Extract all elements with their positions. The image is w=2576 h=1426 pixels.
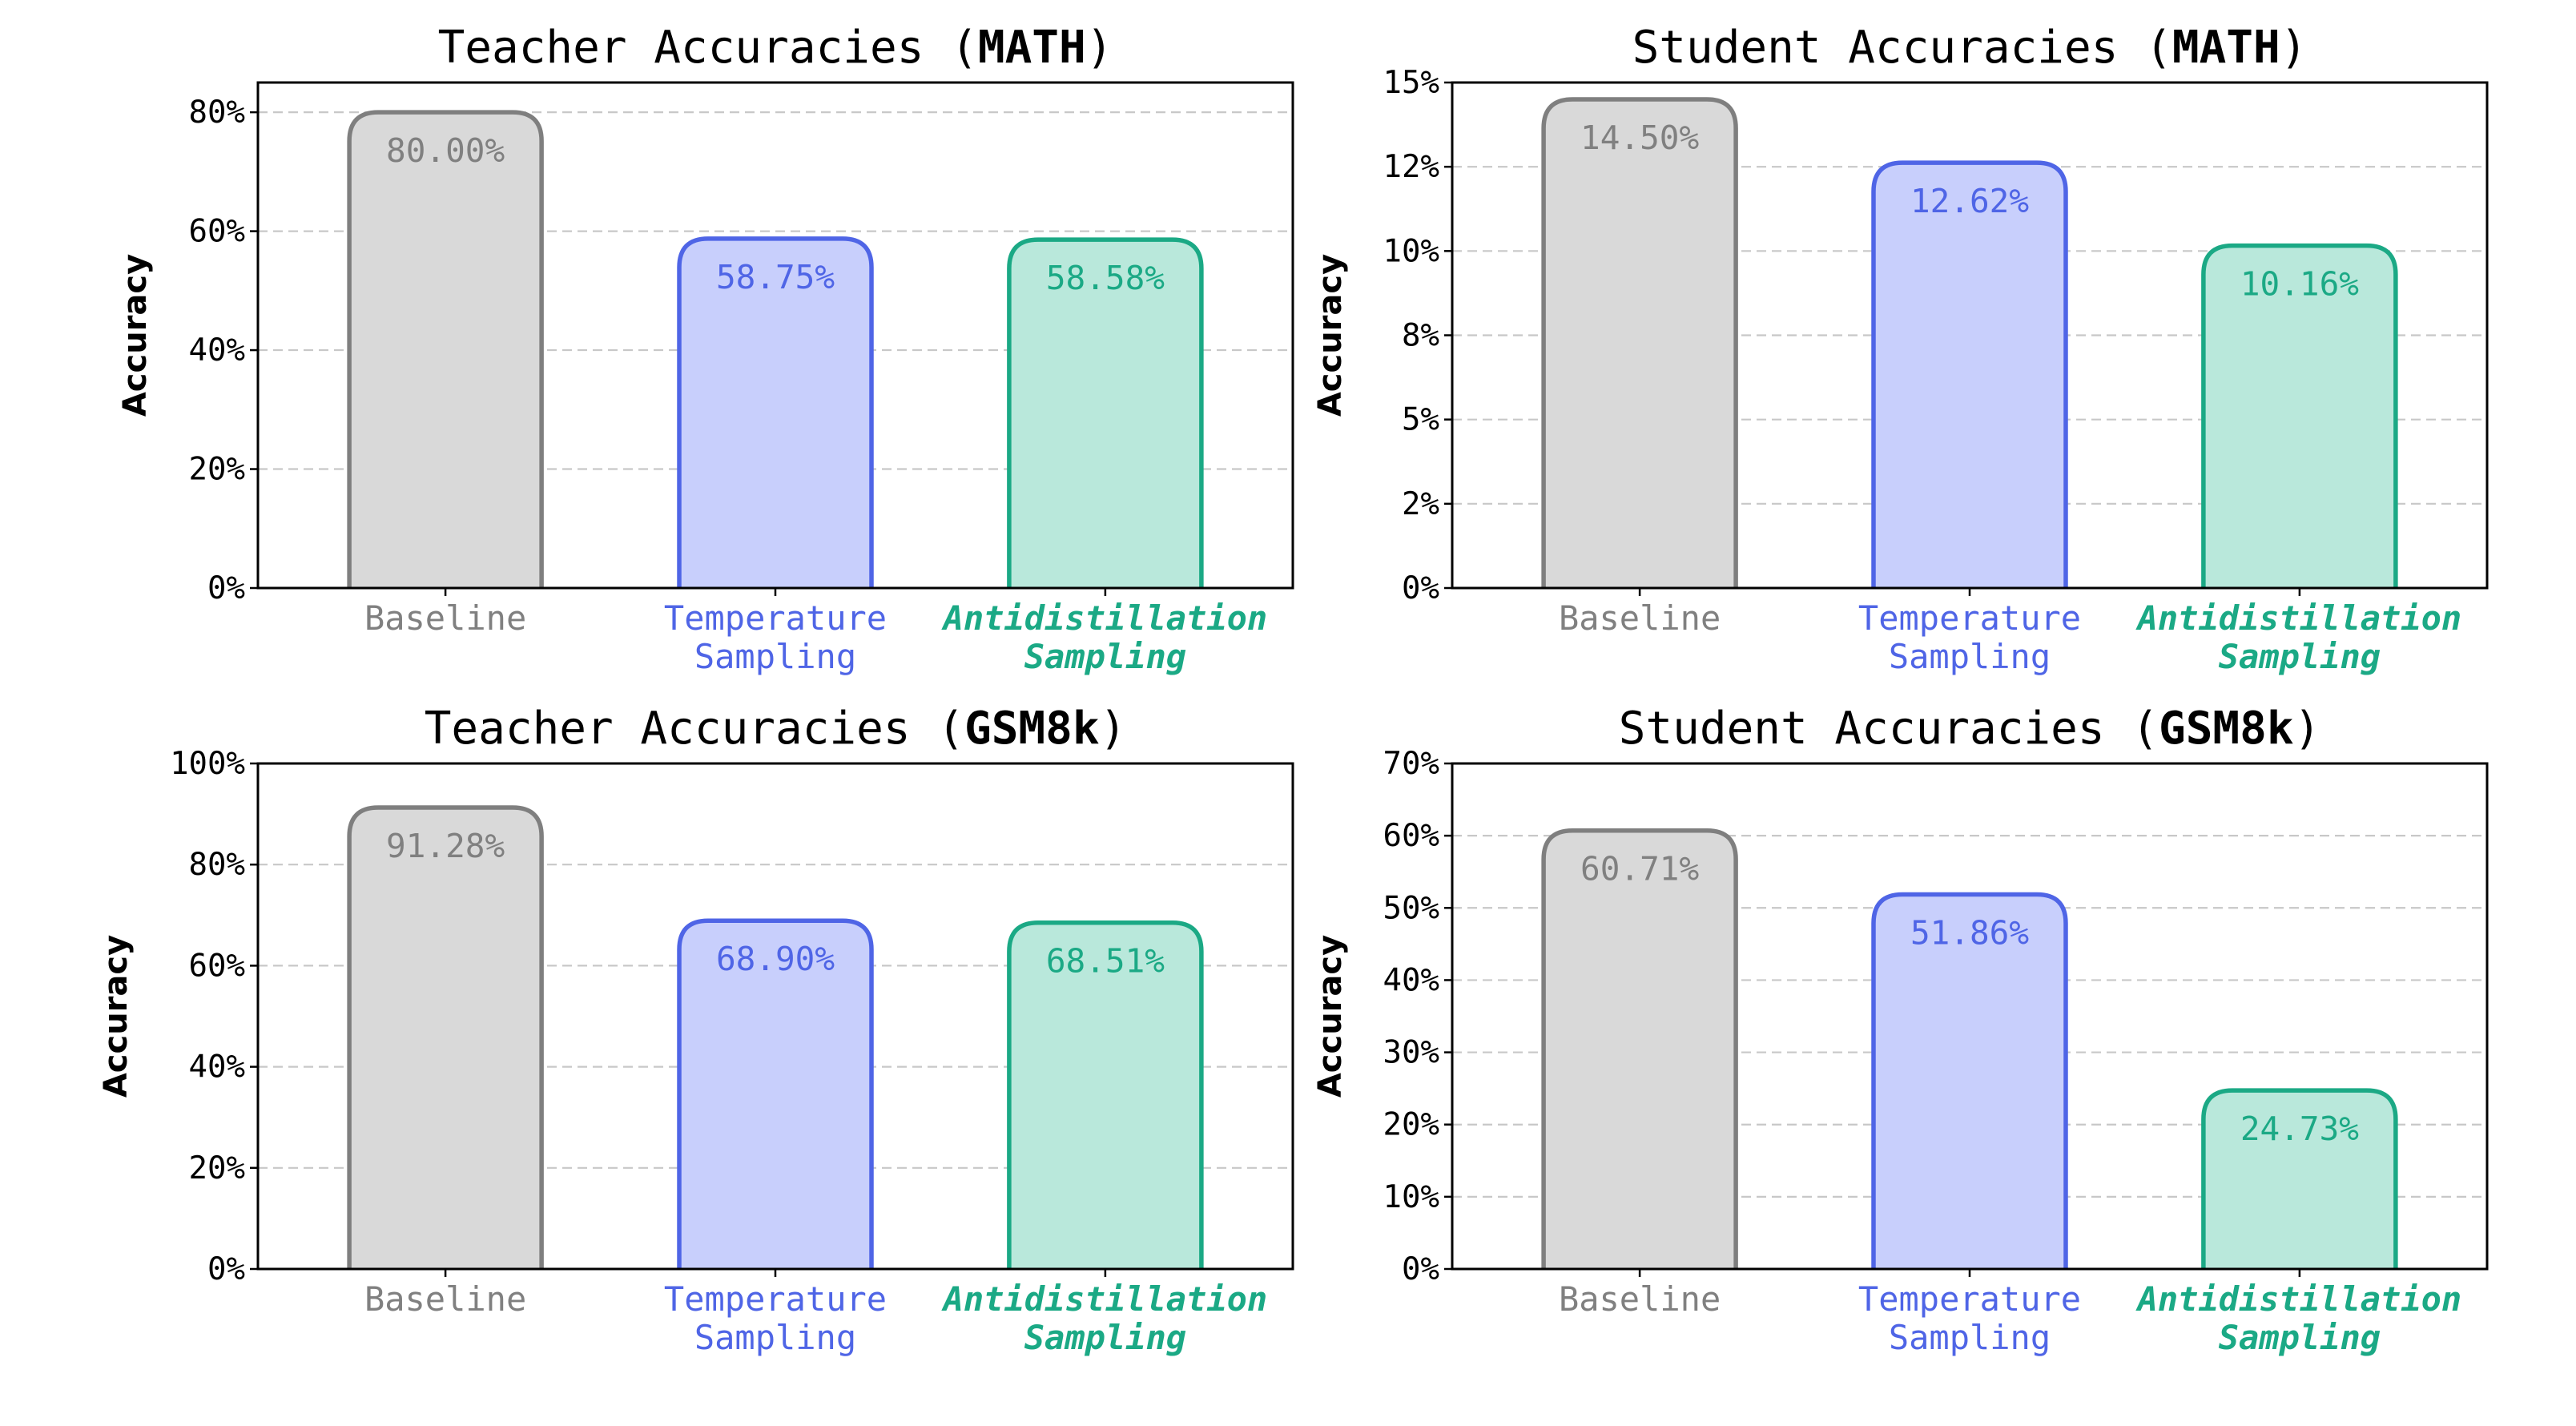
bar-2 [677, 918, 874, 1269]
category-label: Baseline [364, 1279, 526, 1319]
category-label: Sampling [2219, 1318, 2381, 1357]
value-label: 10.16% [2240, 265, 2359, 304]
value-label: 58.75% [716, 258, 835, 296]
bar-2 [1871, 160, 2068, 588]
chart-panel-3: 91.28%Baseline68.90%TemperatureSampling6… [98, 703, 1294, 1357]
y-tick-label: 5% [1402, 402, 1439, 438]
y-tick-label: 0% [1402, 1251, 1439, 1287]
bar-3-fill [1008, 922, 1201, 1269]
y-tick-label: 0% [1402, 570, 1439, 606]
chart-title: Student Accuracies (GSM8k) [1619, 703, 2321, 755]
category-label: Sampling [1889, 1318, 2051, 1357]
y-tick-label: 70% [1383, 746, 1439, 782]
chart-panel-1: 80.00%Baseline58.75%TemperatureSampling5… [117, 22, 1294, 676]
y-axis-label: Accuracy [1312, 254, 1349, 417]
category-label: Sampling [2219, 637, 2381, 676]
chart-title: Student Accuracies (MATH) [1632, 22, 2308, 74]
plot-frame [256, 762, 1294, 1271]
plot-frame [256, 81, 1294, 590]
bar-1 [1541, 828, 1738, 1269]
y-tick-label: 2% [1402, 486, 1439, 522]
bar-2 [677, 236, 874, 588]
chart-panel-4: 60.71%Baseline51.86%TemperatureSampling2… [1312, 703, 2489, 1357]
category-label: Antidistillation [2135, 598, 2462, 638]
category-label: Sampling [694, 637, 856, 676]
category-label: Baseline [1559, 1279, 1721, 1319]
bar-3 [1007, 237, 1204, 588]
bar-1-fill [349, 808, 542, 1269]
category-label: Temperature [1858, 1279, 2081, 1319]
y-tick-label: 60% [189, 214, 245, 250]
category-label: Sampling [1024, 637, 1186, 676]
y-tick-label: 12% [1383, 149, 1439, 185]
value-label: 80.00% [386, 131, 505, 170]
chart-title: Teacher Accuracies (GSM8k) [425, 703, 1127, 755]
chart-panel-2: 14.50%Baseline12.62%TemperatureSampling1… [1312, 22, 2489, 676]
value-label: 12.62% [1910, 182, 2029, 220]
y-tick-label: 60% [1383, 818, 1439, 854]
y-tick-label: 40% [189, 332, 245, 369]
category-label: Sampling [694, 1318, 856, 1357]
bar-2 [1871, 892, 2068, 1269]
bar-2-fill [1874, 163, 2066, 589]
value-label: 60.71% [1580, 850, 1699, 888]
bar-1 [347, 805, 544, 1269]
bar-3 [1007, 920, 1204, 1269]
bar-3-fill [2203, 245, 2396, 588]
y-axis-label: Accuracy [98, 935, 135, 1098]
value-label: 14.50% [1580, 119, 1699, 157]
y-tick-label: 0% [207, 570, 245, 606]
y-tick-label: 15% [1383, 65, 1439, 101]
value-label: 91.28% [386, 827, 505, 865]
bar-3 [2201, 243, 2398, 588]
y-tick-label: 10% [1383, 233, 1439, 269]
y-tick-label: 10% [1383, 1179, 1439, 1215]
bar-2-fill [679, 238, 871, 588]
y-tick-label: 40% [189, 1049, 245, 1086]
plot-frame [1451, 762, 2489, 1271]
value-label: 51.86% [1910, 914, 2029, 953]
bar-1-fill [349, 112, 542, 588]
bar-3 [2201, 1088, 2398, 1269]
chart-title: Teacher Accuracies (MATH) [438, 22, 1113, 74]
y-axis-label: Accuracy [117, 254, 154, 417]
category-label: Antidistillation [2135, 1279, 2462, 1319]
y-tick-label: 8% [1402, 318, 1439, 354]
y-tick-label: 60% [189, 948, 245, 984]
y-tick-label: 40% [1383, 962, 1439, 998]
y-axis-label: Accuracy [1312, 935, 1349, 1098]
y-tick-label: 50% [1383, 890, 1439, 926]
bar-1-fill [1544, 830, 1737, 1269]
category-label: Sampling [1024, 1318, 1186, 1357]
y-tick-label: 30% [1383, 1035, 1439, 1071]
category-label: Baseline [364, 598, 526, 638]
bar-2-fill [679, 920, 871, 1269]
y-tick-label: 20% [189, 452, 245, 488]
value-label: 24.73% [2240, 1110, 2359, 1148]
bar-1 [347, 110, 544, 588]
category-label: Antidistillation [941, 598, 1268, 638]
value-label: 68.90% [716, 940, 835, 978]
y-tick-label: 0% [207, 1251, 245, 1287]
bar-3-fill [2203, 1090, 2396, 1269]
category-label: Temperature [664, 598, 887, 638]
bar-1-fill [1544, 99, 1737, 589]
category-label: Temperature [664, 1279, 887, 1319]
y-tick-label: 20% [1383, 1107, 1439, 1143]
category-label: Antidistillation [941, 1279, 1268, 1319]
bar-3-fill [1008, 240, 1201, 588]
value-label: 68.51% [1046, 942, 1165, 981]
category-label: Temperature [1858, 598, 2081, 638]
bar-2-fill [1874, 894, 2066, 1269]
bar-1 [1541, 97, 1738, 588]
y-tick-label: 80% [189, 95, 245, 131]
category-label: Sampling [1889, 637, 2051, 676]
y-tick-label: 100% [170, 746, 245, 782]
category-label: Baseline [1559, 598, 1721, 638]
y-tick-label: 20% [189, 1150, 245, 1186]
value-label: 58.58% [1046, 259, 1165, 297]
y-tick-label: 80% [189, 847, 245, 883]
